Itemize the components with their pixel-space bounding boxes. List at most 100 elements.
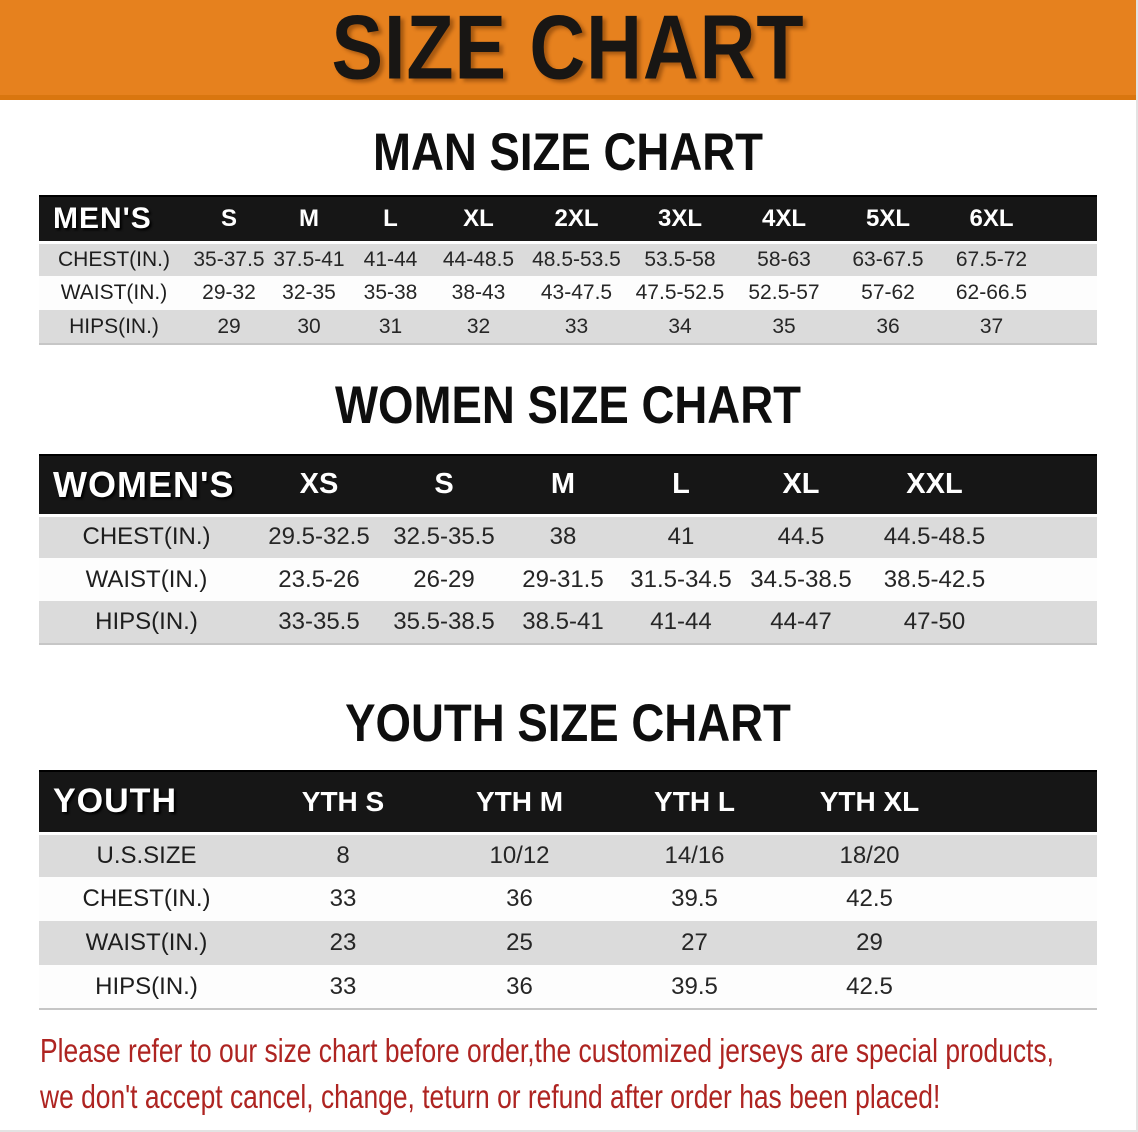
size-value-cell: 35-38: [363, 281, 418, 304]
spacer-cell: [1007, 558, 1097, 601]
table-row: CHEST(IN.) 33 36 39.5 42.5: [39, 877, 1097, 921]
spacer-cell: [1007, 601, 1097, 644]
size-table-body: U.S.SIZE 8 10/12 14/16 18/20 CHEST(IN.) 33 36 39…: [39, 833, 1097, 1009]
size-value-cell: 38.5-42.5: [883, 565, 986, 593]
row-label: HIPS(IN.): [95, 972, 198, 1000]
size-value-cell: 36: [506, 972, 533, 1000]
size-value-cell: 44.5-48.5: [883, 523, 986, 551]
size-table: WOMEN'S XS S M L XL XXL CHEST(IN.) 29.5-32.5 32.…: [39, 454, 1097, 645]
size-value-cell: 29: [856, 929, 883, 956]
row-label: WAIST(IN.): [85, 929, 208, 956]
spacer-cell: [957, 770, 1097, 835]
table-group-label: YOUTH: [39, 770, 254, 835]
size-value-cell: 36: [506, 885, 533, 912]
size-value-cell: 43-47.5: [540, 281, 613, 304]
size-value-cell: 42.5: [846, 885, 893, 912]
column-header: S: [384, 454, 504, 517]
size-value-cell: 27: [681, 929, 708, 956]
row-label: U.S.SIZE: [96, 841, 197, 869]
size-value-cell: 39.5: [671, 885, 718, 912]
size-value-cell: 14/16: [664, 841, 725, 869]
column-header: XXL: [862, 454, 1007, 517]
header-row: WOMEN'S XS S M L XL XXL: [39, 454, 1097, 517]
size-table-header: YOUTH YTH S YTH M YTH L YTH XL: [39, 770, 1097, 835]
column-header: M: [269, 195, 349, 244]
table-group-label: WOMEN'S: [39, 454, 254, 517]
spacer-cell: [957, 833, 1097, 877]
size-value-cell: 31.5-34.5: [630, 565, 732, 593]
header-row: YOUTH YTH S YTH M YTH L YTH XL: [39, 770, 1097, 835]
size-value-cell: 58-63: [757, 247, 811, 271]
column-header: XL: [740, 454, 862, 517]
size-value-cell: 38-43: [451, 281, 506, 304]
table-row: CHEST(IN.) 29.5-32.5 32.5-35.5 38 41 44.5 44.5…: [39, 515, 1097, 558]
size-value-cell: 52.5-57: [748, 281, 820, 304]
column-header: M: [504, 454, 622, 517]
table-row: HIPS(IN.) 33-35.5 35.5-38.5 38.5-41 41-44 44-…: [39, 601, 1097, 644]
size-value-cell: 26-29: [413, 565, 475, 593]
table-row: HIPS(IN.) 33 36 39.5 42.5: [39, 965, 1097, 1009]
table-row: WAIST(IN.) 29-32 32-35 35-38 38-43 43-47.5 47.…: [39, 276, 1097, 310]
size-value-cell: 35-37.5: [193, 247, 265, 271]
size-value-cell: 37.5-41: [273, 247, 345, 271]
spacer-cell: [957, 965, 1097, 1009]
size-value-cell: 63-67.5: [852, 247, 924, 271]
size-table: MEN'S S M L XL 2XL 3XL 4XL 5XL 6XL CHEST(IN.) 35-3…: [39, 195, 1097, 345]
column-header: L: [622, 454, 740, 517]
spacer-cell: [1043, 195, 1097, 244]
size-value-cell: 29-32: [202, 281, 256, 304]
size-value-cell: 8: [336, 841, 350, 869]
column-header: XS: [254, 454, 384, 517]
row-label: CHEST(IN.): [82, 885, 211, 912]
table-row: HIPS(IN.) 29 30 31 32 33 34 35 36 37: [39, 310, 1097, 344]
row-label: CHEST(IN.): [82, 523, 211, 551]
size-value-cell: 29-31.5: [522, 565, 604, 593]
size-value-cell: 38.5-41: [522, 608, 604, 635]
column-header: L: [349, 195, 432, 244]
size-value-cell: 67.5-72: [955, 247, 1028, 271]
row-label: HIPS(IN.): [95, 608, 198, 635]
size-value-cell: 38: [549, 523, 577, 551]
size-chart-section: MAN SIZE CHART MEN'S S M L XL 2XL 3XL 4XL 5XL 6XL…: [0, 125, 1136, 345]
size-value-cell: 44.5: [777, 523, 825, 551]
size-chart-banner: SIZE CHART: [0, 0, 1136, 100]
disclaimer: Please refer to our size chart before or…: [40, 1028, 1136, 1120]
spacer-cell: [957, 877, 1097, 921]
column-header: YTH M: [432, 770, 607, 835]
size-table-header: MEN'S S M L XL 2XL 3XL 4XL 5XL 6XL: [39, 195, 1097, 244]
column-header: 6XL: [940, 195, 1043, 244]
size-value-cell: 47.5-52.5: [635, 281, 725, 304]
row-label: WAIST(IN.): [60, 281, 168, 304]
size-value-cell: 29.5-32.5: [268, 523, 370, 551]
size-value-cell: 33-35.5: [278, 608, 360, 635]
spacer-cell: [1007, 454, 1097, 517]
row-label: HIPS(IN.): [69, 314, 159, 338]
size-value-cell: 39.5: [671, 972, 718, 1000]
column-header: YTH XL: [782, 770, 957, 835]
size-value-cell: 53.5-58: [644, 247, 716, 271]
table-row: CHEST(IN.) 35-37.5 37.5-41 41-44 44-48.5 48.5…: [39, 242, 1097, 276]
table-group-label: MEN'S: [39, 195, 189, 244]
size-value-cell: 47-50: [903, 608, 966, 635]
size-value-cell: 44-47: [770, 608, 832, 635]
size-value-cell: 41: [667, 523, 695, 551]
column-header: 5XL: [836, 195, 940, 244]
size-table-body: CHEST(IN.) 35-37.5 37.5-41 41-44 44-48.5 48.5…: [39, 242, 1097, 344]
column-header: 4XL: [732, 195, 836, 244]
size-value-cell: 32: [466, 314, 491, 338]
size-chart-section: YOUTH SIZE CHART YOUTH YTH S YTH M YTH L YTH…: [0, 696, 1136, 1010]
header-row: MEN'S S M L XL 2XL 3XL 4XL 5XL 6XL: [39, 195, 1097, 244]
size-value-cell: 62-66.5: [955, 281, 1028, 304]
size-value-cell: 30: [297, 314, 321, 338]
section-heading: WOMEN SIZE CHART: [334, 374, 801, 435]
spacer-cell: [1043, 310, 1097, 344]
size-value-cell: 18/20: [839, 841, 900, 869]
column-header: 3XL: [628, 195, 732, 244]
size-table-body: CHEST(IN.) 29.5-32.5 32.5-35.5 38 41 44.5 44.5…: [39, 515, 1097, 644]
size-value-cell: 48.5-53.5: [532, 247, 621, 271]
size-charts-main: MAN SIZE CHART MEN'S S M L XL 2XL 3XL 4XL 5XL 6XL…: [0, 125, 1136, 1010]
size-value-cell: 34: [668, 314, 692, 338]
size-value-cell: 33: [329, 972, 357, 1000]
size-value-cell: 34.5-38.5: [750, 565, 852, 593]
size-value-cell: 35.5-38.5: [393, 608, 495, 635]
